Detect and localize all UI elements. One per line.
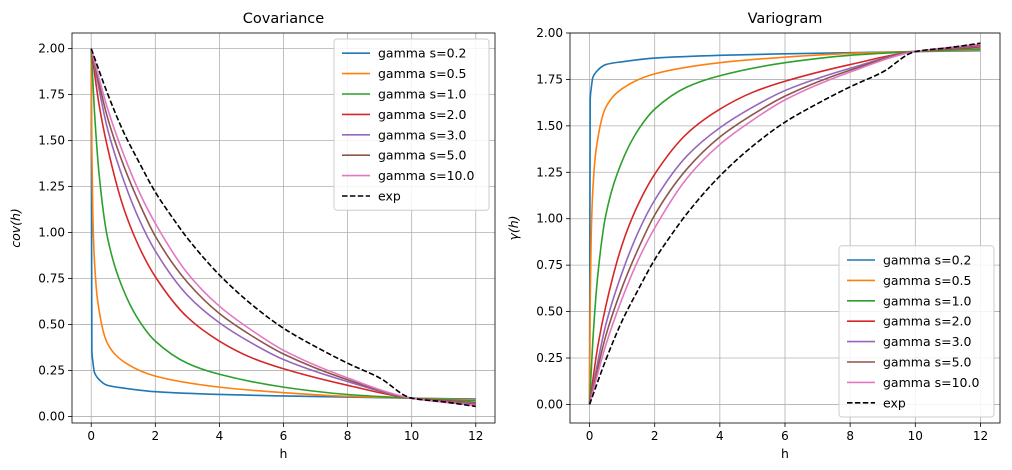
series-line-gamma-s-0-5 xyxy=(90,48,476,401)
y-tick-label: 0.00 xyxy=(38,410,65,424)
legend-label: gamma s=0.2 xyxy=(883,253,971,268)
y-tick-label: 0.00 xyxy=(536,397,563,411)
legend-entry: gamma s=0.5 xyxy=(847,273,971,288)
x-tick-label: 0 xyxy=(87,429,95,443)
legend-entry: exp xyxy=(342,189,401,204)
x-axis-label: h xyxy=(280,446,288,461)
legend-entry: gamma s=2.0 xyxy=(847,314,971,329)
legend-entry: gamma s=3.0 xyxy=(847,334,971,349)
legend-entry: gamma s=10.0 xyxy=(342,168,474,183)
series-line-gamma-s-0-5 xyxy=(588,48,981,405)
y-tick-label: 0.50 xyxy=(38,318,65,332)
x-tick-label: 0 xyxy=(586,429,594,443)
x-tick-label: 8 xyxy=(846,429,854,443)
series-group xyxy=(588,42,981,405)
series-line-gamma-s-10-0 xyxy=(588,43,981,405)
series-group xyxy=(90,48,476,408)
series-line-exp xyxy=(90,48,476,408)
legend-label: gamma s=3.0 xyxy=(883,334,971,349)
chart-1: 0 2 4 6 8 10 12 0.00 0.25 0.50 0.75 1.00 1.25 1.50 1.7… xyxy=(8,11,496,461)
y-tick-label: 1.50 xyxy=(38,134,65,148)
series-line-gamma-s-5-0 xyxy=(588,44,981,405)
y-tick-label: 0.25 xyxy=(38,364,65,378)
legend-entry: gamma s=3.0 xyxy=(342,127,466,142)
legend-label: gamma s=0.5 xyxy=(883,273,971,288)
legend-label: gamma s=1.0 xyxy=(883,293,971,308)
x-tick-label: 12 xyxy=(973,429,988,443)
y-tick-label: 2.00 xyxy=(38,42,65,56)
x-tick-label: 6 xyxy=(781,429,789,443)
legend-label: gamma s=2.0 xyxy=(883,314,971,329)
series-line-exp xyxy=(588,42,981,405)
legend-box xyxy=(333,38,490,211)
x-axis-label: h xyxy=(781,446,789,461)
series-line-gamma-s-1-0 xyxy=(588,47,981,405)
y-tick-label: 1.25 xyxy=(536,165,563,179)
x-tick-label: 2 xyxy=(151,429,159,443)
legend-label: gamma s=0.2 xyxy=(378,46,466,61)
y-tick-label: 1.25 xyxy=(38,180,65,194)
series-line-gamma-s-3-0 xyxy=(90,48,476,405)
legend-label: gamma s=5.0 xyxy=(378,148,466,163)
chart-title: Covariance xyxy=(243,11,325,27)
legend-label: exp xyxy=(378,189,401,204)
x-tick-label: 10 xyxy=(404,429,419,443)
legend-entry: gamma s=5.0 xyxy=(847,355,971,370)
legend-entry: gamma s=5.0 xyxy=(342,148,466,163)
legend-label: gamma s=1.0 xyxy=(378,87,466,102)
y-tick-label: 0.75 xyxy=(38,272,65,286)
legend-entry: gamma s=0.2 xyxy=(342,46,466,61)
legend-entry: gamma s=1.0 xyxy=(342,87,466,102)
legend-box xyxy=(838,245,995,418)
y-axis-label: γ(h) xyxy=(506,215,521,240)
legend-entry: gamma s=0.5 xyxy=(342,66,466,81)
series-line-gamma-s-10-0 xyxy=(90,48,476,407)
legend: gamma s=0.2 gamma s=0.5 gamma s=1.0 gamma s… xyxy=(333,38,490,211)
series-line-gamma-s-2-0 xyxy=(588,46,981,405)
series-line-gamma-s-2-0 xyxy=(90,48,476,404)
chart-title: Variogram xyxy=(748,11,823,27)
legend-label: gamma s=10.0 xyxy=(378,168,474,183)
x-tick-label: 8 xyxy=(344,429,352,443)
legend-label: gamma s=10.0 xyxy=(883,375,979,390)
legend-label: exp xyxy=(883,395,906,410)
legend-entry: exp xyxy=(847,395,906,410)
legend-label: gamma s=5.0 xyxy=(883,355,971,370)
x-tick-label: 6 xyxy=(280,429,288,443)
x-tick-label: 10 xyxy=(908,429,923,443)
y-tick-label: 1.75 xyxy=(536,72,563,86)
y-axis-label: cov(h) xyxy=(8,208,23,248)
x-tick-label: 2 xyxy=(651,429,659,443)
series-line-gamma-s-1-0 xyxy=(90,48,476,402)
legend-label: gamma s=3.0 xyxy=(378,127,466,142)
legend-entry: gamma s=0.2 xyxy=(847,253,971,268)
series-line-gamma-s-3-0 xyxy=(588,45,981,405)
series-line-gamma-s-5-0 xyxy=(90,48,476,406)
legend: gamma s=0.2 gamma s=0.5 gamma s=1.0 gamma s… xyxy=(838,245,995,418)
x-tick-label: 4 xyxy=(716,429,724,443)
chart-2: 0 2 4 6 8 10 12 0.00 0.25 0.50 0.75 1.00 1.25 1.50 1.7… xyxy=(506,11,1001,461)
y-tick-label: 1.00 xyxy=(536,212,563,226)
y-tick-label: 0.75 xyxy=(536,258,563,272)
axes-frame xyxy=(71,32,496,424)
legend-entry: gamma s=10.0 xyxy=(847,375,979,390)
y-tick-label: 1.50 xyxy=(536,119,563,133)
y-tick-label: 1.00 xyxy=(38,226,65,240)
x-tick-label: 4 xyxy=(216,429,224,443)
y-tick-label: 2.00 xyxy=(536,26,563,40)
grid xyxy=(72,33,495,423)
y-tick-label: 1.75 xyxy=(38,88,65,102)
legend-entry: gamma s=2.0 xyxy=(342,107,466,122)
y-tick-label: 0.25 xyxy=(536,351,563,365)
y-tick-label: 0.50 xyxy=(536,305,563,319)
legend-label: gamma s=2.0 xyxy=(378,107,466,122)
legend-label: gamma s=0.5 xyxy=(378,66,466,81)
legend-entry: gamma s=1.0 xyxy=(847,293,971,308)
axes-frame xyxy=(569,32,1001,424)
x-tick-label: 12 xyxy=(468,429,483,443)
